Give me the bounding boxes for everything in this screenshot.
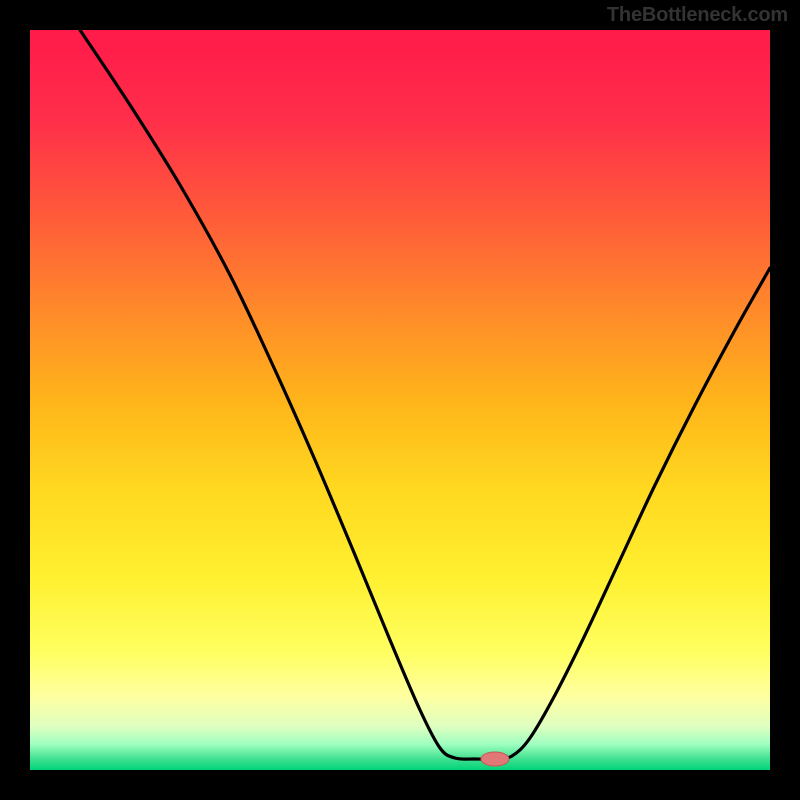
plot-background	[30, 30, 770, 770]
optimal-marker	[481, 752, 509, 766]
watermark-text: TheBottleneck.com	[607, 4, 788, 27]
chart-container: { "watermark": { "text": "TheBottleneck.…	[0, 0, 800, 800]
bottleneck-chart	[0, 0, 800, 800]
